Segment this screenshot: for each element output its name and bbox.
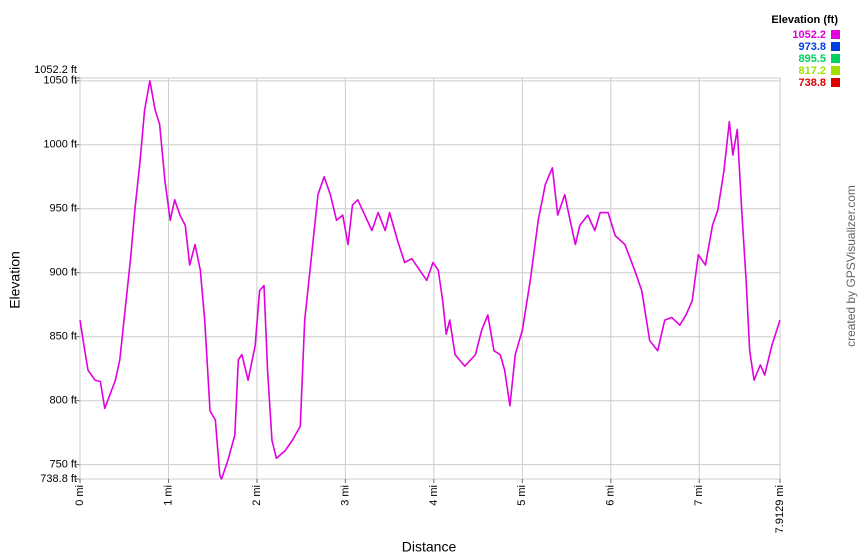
y-tick-label: 750 ft (49, 459, 77, 471)
y-tick-label: 800 ft (49, 395, 77, 407)
legend-swatch (831, 78, 840, 87)
x-tick-label: 5 mi (516, 485, 528, 506)
legend-label: 973.8 (798, 41, 826, 53)
x-tick-label: 4 mi (428, 485, 440, 506)
x-tick-label: 0 mi (74, 485, 86, 506)
y-axis-title: Elevation (7, 251, 23, 309)
legend-label: 738.8 (798, 77, 826, 89)
x-tick-label: 7 mi (693, 485, 705, 506)
y-tick-label: 1000 ft (43, 139, 77, 151)
legend-swatch (831, 66, 840, 75)
x-tick-label: 2 mi (251, 485, 263, 506)
legend-swatch (831, 42, 840, 51)
y-tick-label: 950 ft (49, 203, 77, 215)
y-tick-label: 900 ft (49, 267, 77, 279)
y-tick-label: 1050 ft (43, 75, 77, 87)
x-tick-label: 7.9129 mi (774, 485, 786, 533)
plot-area (79, 77, 781, 480)
x-tick-label: 1 mi (162, 485, 174, 506)
legend-label: 1052.2 (792, 29, 826, 41)
legend-label: 817.2 (798, 65, 826, 77)
legend-swatch (831, 30, 840, 39)
x-tick-label: 3 mi (339, 485, 351, 506)
y-tick-label: 850 ft (49, 331, 77, 343)
y-tick-label: 738.8 ft (40, 473, 77, 485)
x-axis-title: Distance (402, 539, 457, 555)
elevation-line (79, 80, 781, 480)
y-tick-label: 1052.2 ft (34, 64, 77, 76)
x-tick-label: 6 mi (605, 485, 617, 506)
legend-swatch (831, 54, 840, 63)
legend-title: Elevation (ft) (771, 14, 838, 26)
legend-label: 895.5 (798, 53, 826, 65)
credit: created by GPSVisualizer.com (844, 185, 858, 347)
